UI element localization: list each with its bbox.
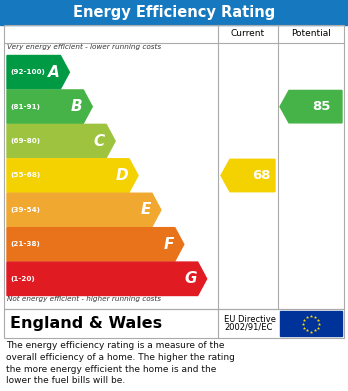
Polygon shape: [221, 159, 275, 192]
Polygon shape: [7, 90, 92, 123]
Polygon shape: [7, 56, 69, 89]
Polygon shape: [7, 159, 138, 192]
Text: (92-100): (92-100): [10, 69, 45, 75]
Bar: [0, 0, 348, 25]
Bar: [4, 309, 344, 338]
Text: B: B: [71, 99, 82, 114]
Text: Potential: Potential: [291, 29, 331, 38]
Text: (69-80): (69-80): [10, 138, 40, 144]
Text: EU Directive: EU Directive: [224, 315, 276, 324]
Polygon shape: [280, 90, 342, 123]
Text: E: E: [141, 203, 151, 217]
Text: A: A: [48, 65, 60, 80]
Polygon shape: [7, 193, 161, 227]
Text: 85: 85: [312, 100, 331, 113]
Text: (1-20): (1-20): [10, 276, 35, 282]
Polygon shape: [7, 228, 184, 261]
Text: 2002/91/EC: 2002/91/EC: [224, 323, 272, 332]
Text: (55-68): (55-68): [10, 172, 40, 179]
Polygon shape: [7, 262, 207, 296]
Polygon shape: [7, 124, 115, 158]
Text: England & Wales: England & Wales: [10, 316, 162, 331]
Text: (21-38): (21-38): [10, 241, 40, 248]
Text: F: F: [164, 237, 174, 252]
Text: The energy efficiency rating is a measure of the
overall efficiency of a home. T: The energy efficiency rating is a measur…: [6, 341, 235, 386]
Text: C: C: [94, 134, 105, 149]
Text: Energy Efficiency Rating: Energy Efficiency Rating: [73, 5, 275, 20]
Text: Current: Current: [231, 29, 265, 38]
Text: (81-91): (81-91): [10, 104, 40, 109]
Bar: [4, 25, 344, 309]
Text: G: G: [184, 271, 197, 286]
Text: D: D: [116, 168, 128, 183]
Text: Very energy efficient - lower running costs: Very energy efficient - lower running co…: [7, 44, 161, 50]
Text: Not energy efficient - higher running costs: Not energy efficient - higher running co…: [7, 296, 161, 302]
Text: 68: 68: [252, 169, 271, 182]
Text: (39-54): (39-54): [10, 207, 40, 213]
Bar: [280, 311, 342, 336]
